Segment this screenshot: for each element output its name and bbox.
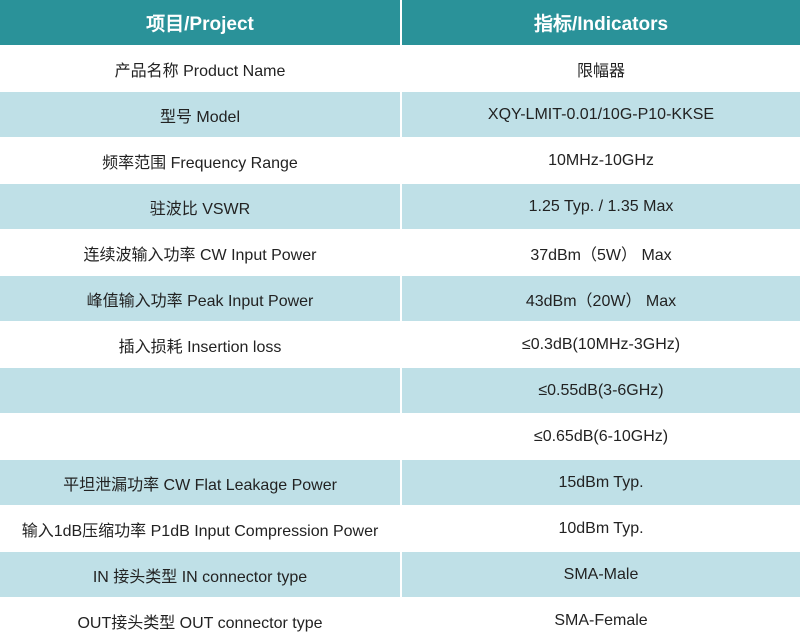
table-row: 峰值输入功率 Peak Input Power 43dBm（20W） Max [0, 275, 800, 321]
table-row: 驻波比 VSWR 1.25 Typ. / 1.35 Max [0, 183, 800, 229]
table-row: 平坦泄漏功率 CW Flat Leakage Power 15dBm Typ. [0, 459, 800, 505]
table-row: 型号 Model XQY-LMIT-0.01/10G-P10-KKSE [0, 91, 800, 137]
project-cell: 插入损耗 Insertion loss [0, 321, 400, 367]
indicator-cell: ≤0.55dB(3-6GHz) [400, 367, 800, 413]
indicator-cell: 限幅器 [400, 45, 800, 91]
table-row: OUT接头类型 OUT connector type SMA-Female [0, 597, 800, 643]
project-cell: OUT接头类型 OUT connector type [0, 597, 400, 643]
table-row: ≤0.65dB(6-10GHz) [0, 413, 800, 459]
indicator-cell: 10MHz-10GHz [400, 137, 800, 183]
project-cell: 峰值输入功率 Peak Input Power [0, 275, 400, 321]
project-cell: 平坦泄漏功率 CW Flat Leakage Power [0, 459, 400, 505]
table-row: 产品名称 Product Name 限幅器 [0, 45, 800, 91]
project-cell [0, 413, 400, 459]
table-row: 输入1dB压缩功率 P1dB Input Compression Power 1… [0, 505, 800, 551]
table-header-row: 项目/Project 指标/Indicators [0, 0, 800, 45]
indicator-cell: ≤0.65dB(6-10GHz) [400, 413, 800, 459]
project-cell: 型号 Model [0, 91, 400, 137]
table-row: 频率范围 Frequency Range 10MHz-10GHz [0, 137, 800, 183]
project-cell: 产品名称 Product Name [0, 45, 400, 91]
project-cell [0, 367, 400, 413]
column-header-indicators: 指标/Indicators [400, 0, 800, 45]
indicator-cell: 1.25 Typ. / 1.35 Max [400, 183, 800, 229]
indicator-cell: 15dBm Typ. [400, 459, 800, 505]
table-row: 插入损耗 Insertion loss ≤0.3dB(10MHz-3GHz) [0, 321, 800, 367]
project-cell: 驻波比 VSWR [0, 183, 400, 229]
table-row: 连续波输入功率 CW Input Power 37dBm（5W） Max [0, 229, 800, 275]
project-cell: 输入1dB压缩功率 P1dB Input Compression Power [0, 505, 400, 551]
project-cell: IN 接头类型 IN connector type [0, 551, 400, 597]
indicator-cell: 10dBm Typ. [400, 505, 800, 551]
indicator-cell: XQY-LMIT-0.01/10G-P10-KKSE [400, 91, 800, 137]
indicator-cell: 37dBm（5W） Max [400, 229, 800, 275]
project-cell: 频率范围 Frequency Range [0, 137, 400, 183]
indicator-cell: 43dBm（20W） Max [400, 275, 800, 321]
table-row: ≤0.55dB(3-6GHz) [0, 367, 800, 413]
project-cell: 连续波输入功率 CW Input Power [0, 229, 400, 275]
table-row: IN 接头类型 IN connector type SMA-Male [0, 551, 800, 597]
indicator-cell: ≤0.3dB(10MHz-3GHz) [400, 321, 800, 367]
indicator-cell: SMA-Female [400, 597, 800, 643]
column-header-project: 项目/Project [0, 0, 400, 45]
indicator-cell: SMA-Male [400, 551, 800, 597]
